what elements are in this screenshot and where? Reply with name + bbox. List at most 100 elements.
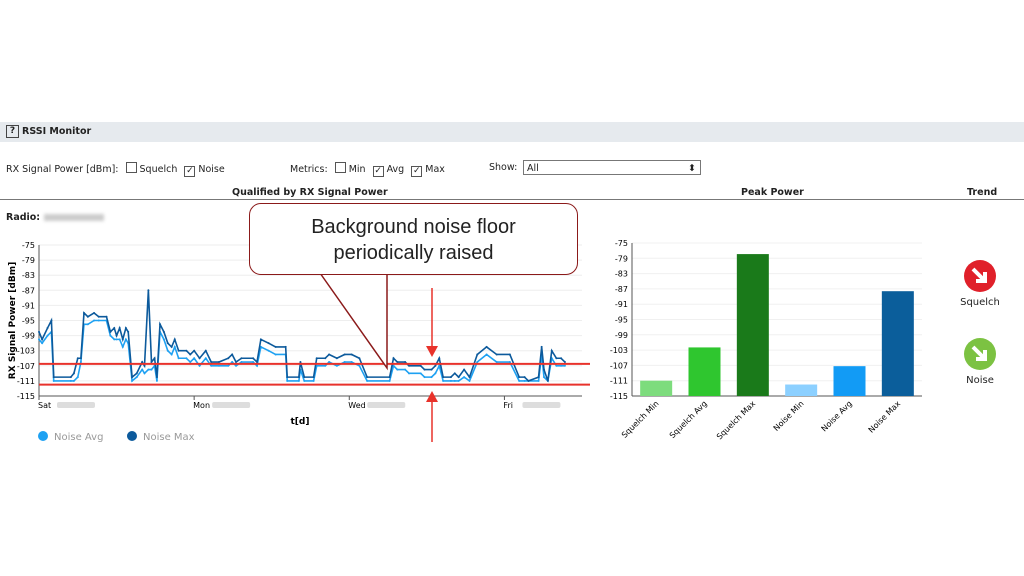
data-point	[143, 372, 146, 375]
data-point	[315, 357, 318, 360]
avg-checkbox[interactable]: ✓	[372, 166, 384, 177]
y-tick-label: -75	[615, 239, 628, 248]
data-point	[523, 379, 526, 382]
data-point	[457, 379, 460, 382]
data-point	[419, 372, 422, 375]
data-point	[113, 338, 116, 341]
metrics-controls: Metrics: Min ✓ Avg ✓ Max	[290, 162, 445, 177]
y-tick-label: -91	[22, 301, 35, 310]
legend-dot-avg	[38, 431, 48, 441]
divider	[0, 199, 1024, 200]
data-point	[41, 342, 44, 345]
y-tick-label: -99	[615, 331, 628, 340]
y-axis-label: RX Signal Power [dBm]	[8, 262, 18, 379]
data-point	[303, 379, 306, 382]
help-icon[interactable]: ?	[6, 125, 19, 138]
data-point	[166, 342, 169, 345]
data-point	[76, 357, 79, 360]
squelch-checkbox[interactable]	[125, 162, 137, 173]
legend-noise-avg[interactable]: Noise Avg	[38, 431, 103, 443]
data-point	[518, 376, 521, 379]
data-point	[109, 334, 112, 337]
data-point	[392, 364, 395, 367]
squelch-trend-icon	[964, 260, 996, 292]
callout-box: Background noise floor periodically raise…	[249, 203, 578, 275]
data-point	[408, 364, 411, 367]
data-point	[135, 372, 138, 375]
data-point	[297, 379, 300, 382]
data-point	[312, 376, 315, 379]
data-point	[274, 345, 277, 348]
data-point	[162, 330, 165, 333]
data-point	[46, 327, 49, 330]
show-select[interactable]: All ⬍	[523, 160, 701, 175]
data-point	[438, 357, 441, 360]
data-point	[93, 319, 96, 322]
data-point	[449, 376, 452, 379]
data-point	[350, 353, 353, 356]
data-point	[423, 368, 426, 371]
noise-line-chart: -75 -79 -83 -87 -91 -95 -99 -103 -107 -111 -115Sat…	[8, 241, 590, 427]
data-point	[185, 357, 188, 360]
data-point	[231, 361, 234, 364]
data-point	[147, 368, 150, 371]
show-label: Show:	[489, 162, 518, 173]
data-point	[312, 379, 315, 382]
y-tick-label: -99	[22, 332, 35, 341]
data-point	[335, 357, 338, 360]
data-point	[127, 330, 130, 333]
data-point	[286, 379, 289, 382]
data-point	[267, 342, 270, 345]
data-point	[86, 315, 89, 318]
y-tick-label: -103	[610, 346, 628, 355]
y-tick-label: -115	[17, 392, 35, 401]
data-point	[299, 361, 302, 364]
data-point	[328, 361, 331, 364]
data-point	[150, 368, 153, 371]
max-checkbox[interactable]: ✓	[411, 166, 423, 177]
x-tick-label: Sat	[38, 401, 51, 410]
data-point	[72, 372, 75, 375]
data-point	[343, 353, 346, 356]
data-point	[86, 323, 89, 326]
callout-pointer	[319, 272, 388, 371]
data-point	[177, 349, 180, 352]
data-point	[118, 327, 121, 330]
min-label: Min	[348, 164, 366, 175]
panel-title: RSSI Monitor	[22, 126, 92, 137]
x-tick-label: Mon	[193, 401, 210, 410]
data-point	[449, 379, 452, 382]
y-tick-label: -91	[615, 300, 628, 309]
data-point	[150, 361, 153, 364]
data-point	[69, 379, 72, 382]
data-point	[109, 330, 112, 333]
min-checkbox[interactable]	[334, 162, 346, 173]
data-point	[143, 364, 146, 367]
data-point	[419, 364, 422, 367]
radio-value-blurred	[44, 214, 105, 221]
data-point	[434, 364, 437, 367]
noise-trend-label: Noise	[966, 375, 994, 386]
noise-checkbox[interactable]: ✓	[184, 166, 196, 177]
data-point	[50, 319, 53, 322]
data-point	[537, 376, 540, 379]
data-point	[408, 372, 411, 375]
data-point	[153, 357, 156, 360]
data-point	[324, 364, 327, 367]
data-point	[217, 364, 220, 367]
data-point	[540, 345, 543, 348]
data-point	[189, 353, 192, 356]
data-point	[476, 353, 479, 356]
legend-noise-max[interactable]: Noise Max	[127, 431, 195, 443]
data-point	[155, 376, 158, 379]
data-point	[147, 289, 150, 292]
data-point	[252, 357, 255, 360]
data-point	[189, 361, 192, 364]
data-point	[388, 379, 391, 382]
data-point	[563, 361, 566, 364]
data-point	[235, 364, 238, 367]
data-point	[442, 376, 445, 379]
data-point	[166, 349, 169, 352]
squelch-label: Squelch	[139, 164, 178, 175]
